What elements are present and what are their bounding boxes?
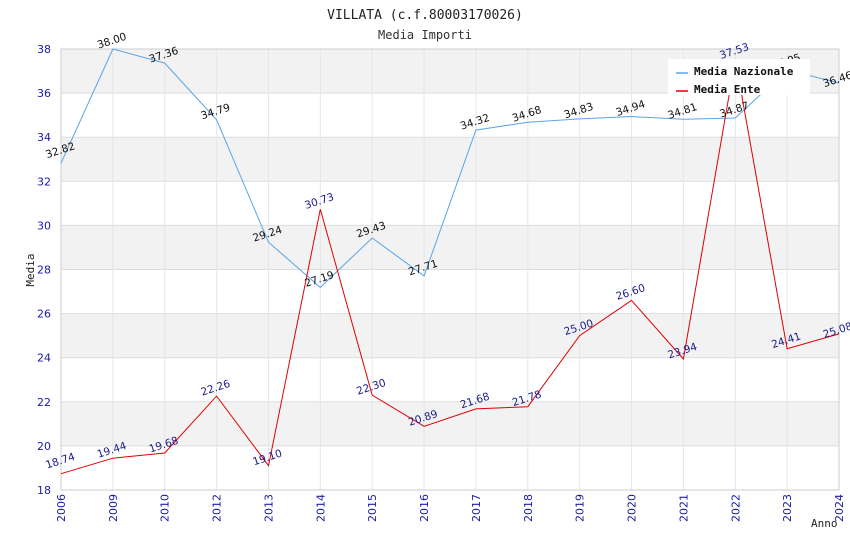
x-tick-label: 2013 <box>262 494 275 522</box>
plot-frame <box>60 48 840 491</box>
y-tick-label: 28 <box>37 264 51 277</box>
chart-title: VILLATA (c.f.80003170026) <box>327 8 523 23</box>
y-tick-label: 18 <box>37 484 51 497</box>
gridlines <box>60 48 840 491</box>
x-tick-label: 2019 <box>574 494 587 522</box>
y-tick-label: 30 <box>37 219 51 232</box>
y-tick-label: 22 <box>37 396 51 409</box>
y-axis-ticks: 18 20 22 24 26 28 30 32 34 36 38 <box>37 43 51 497</box>
y-tick-label: 36 <box>37 87 51 100</box>
legend-label-media-ente: Media Ente <box>694 83 761 96</box>
x-tick-label: 2012 <box>211 494 224 522</box>
series-lines <box>60 48 840 475</box>
series-line-media-ente <box>60 59 840 475</box>
x-tick-label: 2020 <box>626 494 639 522</box>
chart-subtitle: Media Importi <box>378 28 472 42</box>
legend-label-media-nazionale: Media Nazionale <box>694 65 794 78</box>
grid-bands <box>61 49 839 490</box>
y-tick-label: 24 <box>37 352 51 365</box>
y-tick-label: 38 <box>37 43 51 56</box>
x-tick-label: 2024 <box>833 494 846 522</box>
x-axis-label: Anno <box>811 517 838 530</box>
y-tick-label: 20 <box>37 440 51 453</box>
y-tick-label: 26 <box>37 308 51 321</box>
grid-band <box>61 445 839 490</box>
legend-box <box>668 59 810 95</box>
x-tick-label: 2006 <box>55 494 68 522</box>
x-tick-label: 2010 <box>159 494 172 522</box>
data-label-media-nazionale: 38.00 <box>96 31 128 52</box>
grid-band <box>61 225 839 270</box>
x-tick-label: 2009 <box>107 494 120 522</box>
x-tick-label: 2017 <box>470 494 483 522</box>
x-tick-label: 2021 <box>677 494 690 522</box>
x-tick-label: 2018 <box>522 494 535 522</box>
grid-band <box>61 137 839 182</box>
y-tick-label: 34 <box>37 131 51 144</box>
grid-band <box>61 357 839 402</box>
y-axis-label: Media <box>24 253 37 286</box>
y-tick-label: 32 <box>37 175 51 188</box>
x-tick-label: 2022 <box>729 494 742 522</box>
x-tick-label: 2014 <box>314 494 327 522</box>
x-axis-ticks: 2006 2009 2010 2012 2013 2014 2015 2016 2017 2018… <box>55 494 846 522</box>
grid-band <box>61 93 839 138</box>
grid-band <box>61 269 839 314</box>
grid-band <box>61 313 839 358</box>
x-tick-label: 2015 <box>366 494 379 522</box>
x-tick-label: 2016 <box>418 494 431 522</box>
series-line-media-nazionale <box>60 48 840 289</box>
x-tick-label: 2023 <box>781 494 794 522</box>
legend: Media Nazionale Media Ente <box>668 59 810 96</box>
